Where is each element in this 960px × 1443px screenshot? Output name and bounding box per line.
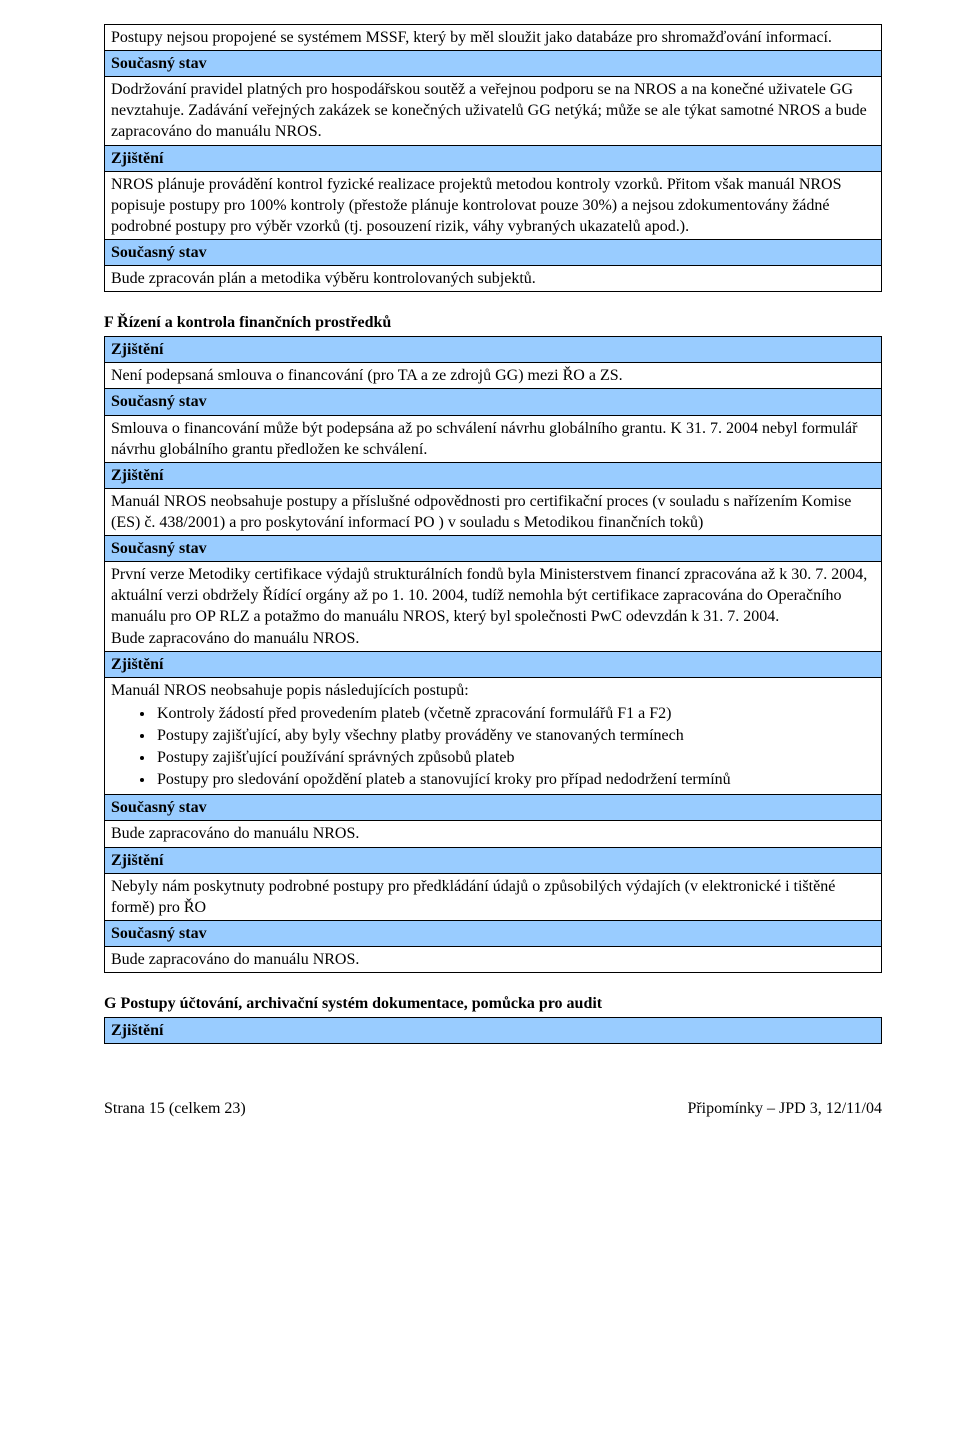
table-section-g: Zjištění (104, 1017, 882, 1044)
cell-t1-h3: Současný stav (105, 239, 882, 265)
cell-f-r6: Bude zapracováno do manuálu NROS. (105, 821, 882, 847)
page-footer: Strana 15 (celkem 23) Připomínky – JPD 3… (104, 1100, 882, 1118)
cell-f-h8: Současný stav (105, 920, 882, 946)
list-item: Postupy pro sledování opoždění plateb a … (155, 769, 875, 790)
table-section-f: Zjištění Není podepsaná smlouva o financ… (104, 336, 882, 973)
cell-g-h1: Zjištění (105, 1018, 882, 1044)
cell-t1-h2: Zjištění (105, 145, 882, 171)
list-item: Postupy zajišťující, aby byly všechny pl… (155, 725, 875, 746)
footer-right: Připomínky – JPD 3, 12/11/04 (687, 1100, 882, 1118)
list-item: Kontroly žádostí před provedením plateb … (155, 703, 875, 724)
cell-f-h6: Současný stav (105, 795, 882, 821)
cell-f-r2: Smlouva o financování může být podepsána… (105, 415, 882, 462)
cell-t1-r3: NROS plánuje provádění kontrol fyzické r… (105, 171, 882, 239)
cell-t1-h1: Současný stav (105, 51, 882, 77)
table-top: Postupy nejsou propojené se systémem MSS… (104, 24, 882, 292)
cell-f-h2: Současný stav (105, 389, 882, 415)
cell-f-h3: Zjištění (105, 462, 882, 488)
cell-f-h7: Zjištění (105, 847, 882, 873)
footer-left: Strana 15 (celkem 23) (104, 1100, 246, 1118)
heading-section-g: G Postupy účtování, archivační systém do… (104, 995, 882, 1013)
list-item: Postupy zajišťující používání správných … (155, 747, 875, 768)
cell-f-h1: Zjištění (105, 337, 882, 363)
cell-f-r3: Manuál NROS neobsahuje postupy a přísluš… (105, 488, 882, 535)
cell-t1-r4: Bude zpracován plán a metodika výběru ko… (105, 266, 882, 292)
heading-section-f: F Řízení a kontrola finančních prostředk… (104, 314, 882, 332)
cell-f-r4: První verze Metodiky certifikace výdajů … (105, 562, 882, 651)
cell-f-r4a: První verze Metodiky certifikace výdajů … (111, 566, 867, 625)
cell-f-h4: Současný stav (105, 536, 882, 562)
cell-f-r5: Manuál NROS neobsahuje popis následující… (105, 677, 882, 795)
cell-f-r5-intro: Manuál NROS neobsahuje popis následující… (111, 682, 469, 699)
cell-f-h5: Zjištění (105, 651, 882, 677)
cell-t1-r1: Postupy nejsou propojené se systémem MSS… (105, 25, 882, 51)
cell-f-r7: Nebyly nám poskytnuty podrobné postupy p… (105, 873, 882, 920)
cell-t1-r2: Dodržování pravidel platných pro hospodá… (105, 77, 882, 145)
cell-f-r4b: Bude zapracováno do manuálu NROS. (111, 630, 359, 647)
cell-f-r1: Není podepsaná smlouva o financování (pr… (105, 363, 882, 389)
cell-f-r8: Bude zapracováno do manuálu NROS. (105, 946, 882, 972)
cell-f-r5-list: Kontroly žádostí před provedením plateb … (111, 703, 875, 790)
